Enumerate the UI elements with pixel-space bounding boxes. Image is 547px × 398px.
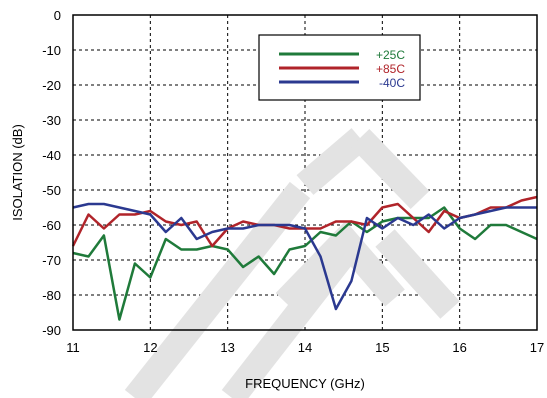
- x-tick-label: 14: [298, 340, 312, 355]
- x-tick-label: 12: [143, 340, 157, 355]
- y-tick-label: -40: [42, 148, 61, 163]
- x-tick-label: 17: [530, 340, 544, 355]
- y-tick-label: -50: [42, 183, 61, 198]
- watermark-stroke: [275, 220, 405, 312]
- x-tick-label: 16: [452, 340, 466, 355]
- legend-label: -40C: [379, 76, 405, 90]
- x-tick-labels: 11 12 13 14 15 16 17: [66, 340, 544, 355]
- watermark: [124, 128, 460, 398]
- y-tick-labels: 0 -10 -20 -30 -40 -50 -60 -70 -80 -90: [42, 8, 61, 338]
- y-tick-label: -80: [42, 288, 61, 303]
- y-tick-label: -60: [42, 218, 61, 233]
- x-axis-label: FREQUENCY (GHz): [245, 376, 365, 391]
- watermark-stroke: [124, 181, 311, 398]
- legend-label: +25C: [376, 48, 405, 62]
- y-tick-label: -30: [42, 113, 61, 128]
- x-tick-label: 15: [375, 340, 389, 355]
- x-tick-label: 11: [66, 340, 80, 355]
- y-axis-label: ISOLATION (dB): [10, 124, 25, 221]
- plot-frame: [72, 14, 538, 331]
- watermark-stroke: [375, 229, 460, 319]
- legend: +25C+85C-40C: [258, 34, 421, 101]
- y-tick-label: 0: [54, 8, 61, 23]
- legend-label: +85C: [376, 62, 405, 76]
- x-tick-label: 13: [220, 340, 234, 355]
- y-tick-label: -90: [42, 323, 61, 338]
- series-lines: [71, 195, 538, 321]
- y-tick-label: -70: [42, 253, 61, 268]
- watermark-stroke: [350, 128, 430, 210]
- y-tick-label: -10: [42, 43, 61, 58]
- y-tick-label: -20: [42, 78, 61, 93]
- watermark-stroke: [296, 128, 369, 195]
